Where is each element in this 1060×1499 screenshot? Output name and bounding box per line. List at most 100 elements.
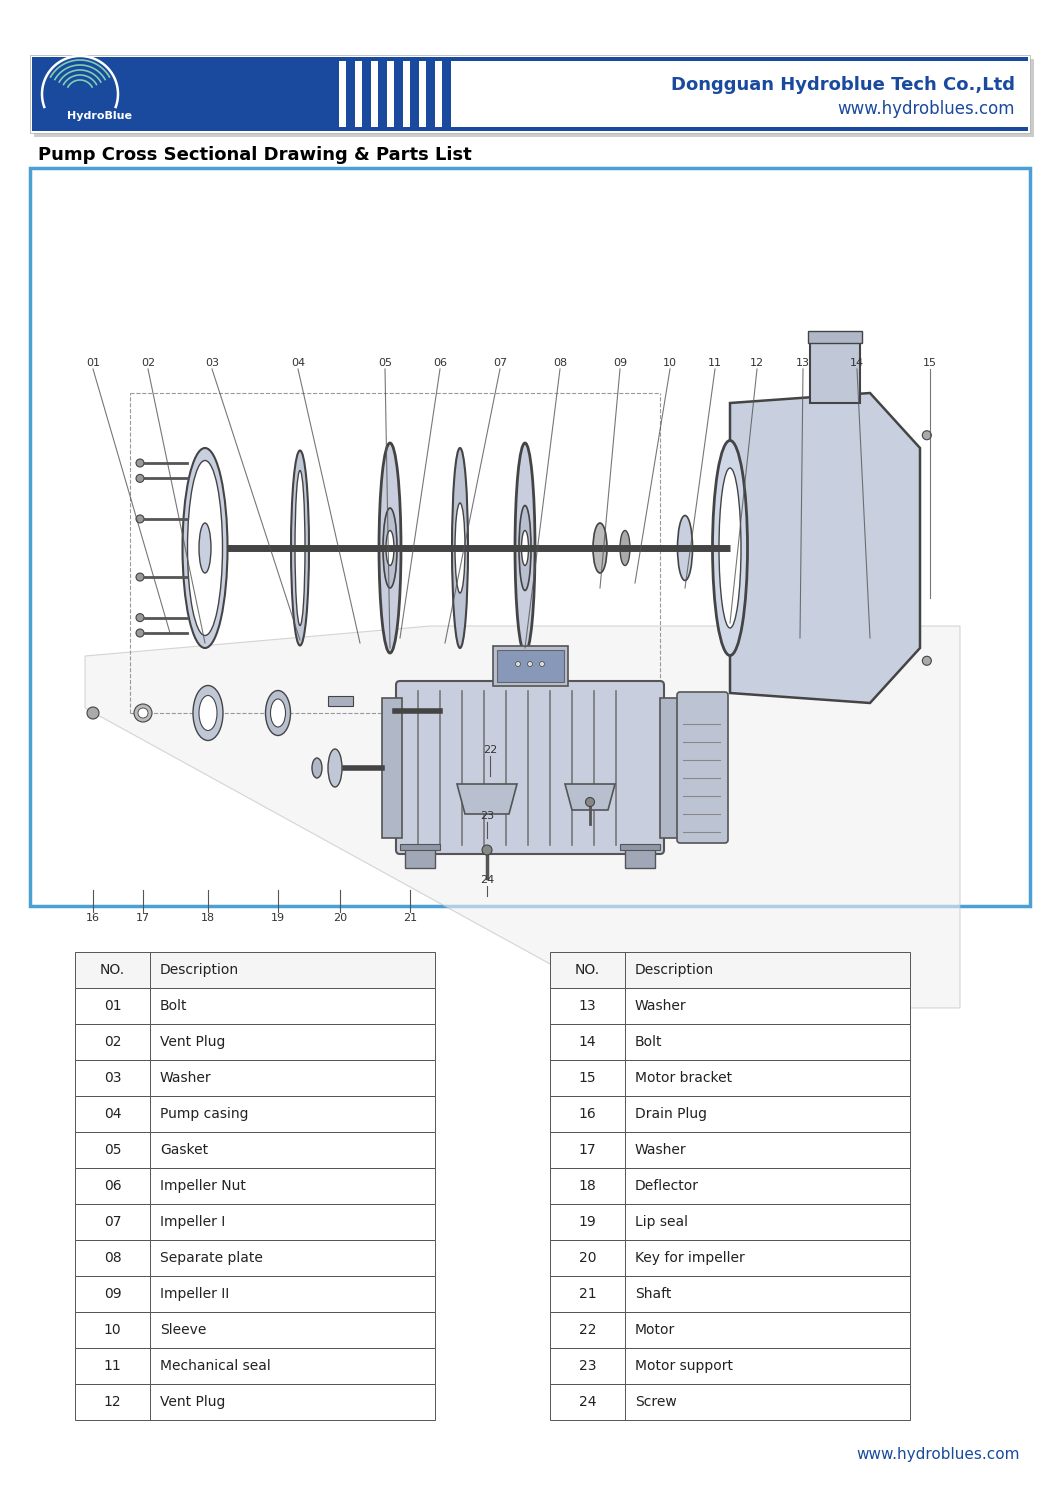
Ellipse shape [134, 705, 152, 723]
Text: 14: 14 [579, 1034, 597, 1049]
Bar [30, 168, 1030, 905]
Text: 11: 11 [708, 358, 722, 367]
Ellipse shape [182, 448, 228, 648]
Text: 15: 15 [579, 1070, 597, 1085]
Ellipse shape [386, 531, 394, 565]
Ellipse shape [136, 573, 144, 582]
Bar [660, 699, 681, 838]
Text: Bolt: Bolt [160, 998, 188, 1013]
Bar [550, 1384, 909, 1420]
Ellipse shape [620, 531, 630, 565]
Bar [75, 1276, 435, 1312]
Text: HydroBlue: HydroBlue [68, 111, 132, 121]
Text: 20: 20 [333, 913, 347, 923]
Bar [75, 1240, 435, 1276]
Ellipse shape [136, 474, 144, 483]
Ellipse shape [585, 797, 595, 806]
Text: 16: 16 [86, 913, 100, 923]
Text: 12: 12 [104, 1396, 121, 1409]
Text: Drain Plug: Drain Plug [635, 1106, 707, 1121]
Bar [497, 651, 564, 682]
Text: Vent Plug: Vent Plug [160, 1396, 226, 1409]
Bar [75, 952, 435, 988]
Ellipse shape [519, 505, 531, 591]
Text: Vent Plug: Vent Plug [160, 1034, 226, 1049]
Text: www.hydroblues.com: www.hydroblues.com [837, 100, 1015, 118]
Bar [75, 1384, 435, 1420]
Bar [550, 1096, 909, 1132]
Text: www.hydroblues.com: www.hydroblues.com [856, 1448, 1020, 1463]
Bar [442, 58, 450, 129]
Text: Bolt: Bolt [635, 1034, 662, 1049]
Ellipse shape [136, 630, 144, 637]
Bar [550, 1132, 909, 1168]
Bar [346, 58, 355, 129]
Text: 06: 06 [104, 1180, 121, 1193]
Ellipse shape [712, 441, 747, 655]
Text: 07: 07 [493, 358, 507, 367]
Bar [810, 337, 860, 403]
Bar [75, 1168, 435, 1204]
Ellipse shape [199, 523, 211, 573]
Text: 18: 18 [201, 913, 215, 923]
Text: 24: 24 [480, 875, 494, 884]
Ellipse shape [292, 451, 310, 646]
Text: 19: 19 [271, 913, 285, 923]
Text: 08: 08 [553, 358, 567, 367]
Text: Impeller II: Impeller II [160, 1288, 229, 1301]
Bar [30, 55, 1030, 133]
Bar [400, 844, 440, 850]
Text: 16: 16 [579, 1106, 597, 1121]
Text: Separate plate: Separate plate [160, 1252, 263, 1265]
Ellipse shape [528, 661, 532, 667]
Bar [450, 58, 1028, 129]
Text: 04: 04 [104, 1106, 121, 1121]
Bar [426, 58, 435, 129]
Bar [394, 58, 403, 129]
Text: 05: 05 [378, 358, 392, 367]
Bar [75, 1204, 435, 1240]
Text: 20: 20 [579, 1252, 596, 1265]
Text: 03: 03 [104, 1070, 121, 1085]
Ellipse shape [383, 508, 398, 588]
Ellipse shape [482, 845, 492, 854]
Text: 11: 11 [104, 1360, 122, 1373]
FancyBboxPatch shape [677, 693, 728, 842]
Ellipse shape [199, 696, 217, 730]
Ellipse shape [922, 657, 932, 666]
Polygon shape [457, 784, 517, 814]
Text: 04: 04 [290, 358, 305, 367]
Bar [550, 988, 909, 1024]
Ellipse shape [540, 661, 545, 667]
Bar [550, 1060, 909, 1096]
Text: 15: 15 [923, 358, 937, 367]
Ellipse shape [452, 448, 469, 648]
Text: Shaft: Shaft [635, 1288, 671, 1301]
Text: 03: 03 [205, 358, 219, 367]
Text: 05: 05 [104, 1144, 121, 1157]
Text: 23: 23 [480, 811, 494, 821]
Bar [625, 848, 655, 868]
Bar [75, 1096, 435, 1132]
Bar [32, 57, 1028, 130]
Text: 06: 06 [432, 358, 447, 367]
Text: 09: 09 [104, 1288, 121, 1301]
Ellipse shape [87, 708, 99, 720]
Bar [550, 1312, 909, 1348]
Bar [32, 57, 1028, 61]
Ellipse shape [188, 460, 223, 636]
Polygon shape [730, 393, 920, 703]
Text: Motor bracket: Motor bracket [635, 1070, 732, 1085]
Ellipse shape [136, 613, 144, 622]
Ellipse shape [593, 523, 607, 573]
Ellipse shape [455, 504, 465, 594]
Text: NO.: NO. [575, 962, 600, 977]
Text: Mechanical seal: Mechanical seal [160, 1360, 270, 1373]
Text: Motor support: Motor support [635, 1360, 734, 1373]
Text: 18: 18 [579, 1180, 597, 1193]
Text: Impeller Nut: Impeller Nut [160, 1180, 246, 1193]
Text: Description: Description [635, 962, 714, 977]
Bar [75, 1348, 435, 1384]
Bar [550, 1168, 909, 1204]
Bar [382, 699, 402, 838]
